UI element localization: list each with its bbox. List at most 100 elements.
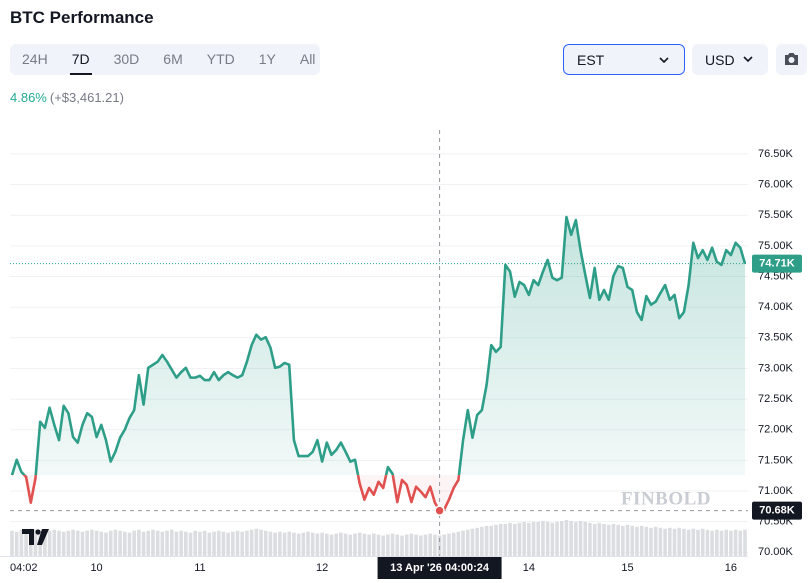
volume-bar — [404, 534, 409, 556]
volume-bar — [512, 523, 517, 556]
currency-dropdown[interactable]: USD — [692, 44, 768, 75]
tradingview-logo — [22, 529, 49, 545]
crosshair-label-box — [752, 501, 802, 520]
volume-bar — [310, 532, 315, 556]
volume-bar — [296, 533, 301, 556]
volume-bar — [635, 526, 639, 556]
volume-bar — [155, 530, 160, 556]
volume-bar — [700, 528, 705, 556]
volume-bar — [574, 521, 578, 556]
range-tab[interactable]: 1Y — [258, 51, 276, 67]
volume-bar — [592, 523, 597, 556]
x-tick-label: 12 — [316, 562, 328, 574]
y-tick-label: 70.00K — [758, 546, 794, 558]
volume-bar — [306, 531, 310, 556]
volume-bar — [428, 533, 432, 556]
y-tick-label: 76.00K — [758, 178, 794, 190]
chevron — [659, 57, 669, 64]
volume-bar — [691, 528, 696, 556]
volume-bar — [245, 530, 249, 556]
volume-bar — [160, 531, 165, 556]
volume-bar — [433, 534, 437, 556]
volume-bar — [409, 533, 414, 556]
range-tab[interactable]: YTD — [206, 51, 235, 67]
volume-bar — [550, 522, 555, 556]
timezone-value: EST — [577, 51, 605, 68]
volume-bar — [207, 532, 212, 556]
volume-bar — [85, 530, 89, 556]
volume-bar — [423, 534, 428, 556]
y-tick-label: 76.50K — [758, 148, 794, 160]
volume-bar — [625, 524, 630, 556]
volume-bar — [94, 530, 99, 556]
volume-bar — [658, 527, 663, 556]
volume-bar — [719, 530, 724, 556]
volume-bar — [376, 534, 381, 556]
y-tick-label: 75.50K — [758, 209, 794, 221]
range-tab[interactable]: 30D — [113, 51, 140, 67]
volume-bar — [357, 532, 362, 556]
volume-bar — [10, 530, 14, 556]
volume-bar — [696, 529, 700, 556]
range-tab[interactable]: 7D — [60, 44, 102, 75]
range-tab[interactable]: 24H — [22, 51, 48, 67]
volume-bar — [137, 529, 141, 556]
volume-bar — [480, 526, 484, 556]
volume-bar — [198, 531, 202, 556]
change-percent: 4.86% — [10, 90, 47, 105]
line-down — [12, 475, 461, 512]
volume-bar — [113, 529, 118, 556]
volume-bar — [522, 521, 526, 556]
volume-bar — [315, 533, 320, 556]
line-up — [10, 215, 747, 476]
volume-bar — [442, 534, 447, 556]
volume-bar — [710, 530, 714, 556]
crosshair-time-box — [377, 557, 502, 579]
volume-bar — [508, 522, 512, 556]
volume-bar — [395, 534, 400, 556]
y-tick-label: 71.00K — [758, 485, 794, 497]
snapshot-button[interactable] — [776, 44, 807, 75]
volume-bar — [386, 534, 390, 556]
volume-bar — [729, 530, 733, 556]
volume-bar — [47, 530, 52, 556]
volume-bar — [733, 529, 738, 556]
volume-bar — [325, 533, 329, 556]
volume-bar — [630, 525, 635, 556]
range-tab[interactable]: 6M — [163, 51, 183, 67]
volume-bar — [653, 526, 658, 556]
volume-bar — [527, 522, 531, 556]
volume-bar — [165, 530, 169, 556]
volume-bar — [132, 530, 136, 556]
volume-bar — [127, 532, 132, 556]
x-tick-label: 14 — [523, 562, 535, 574]
volume-bar — [292, 532, 296, 556]
volume-bar — [329, 534, 334, 556]
volume-bar — [484, 525, 489, 556]
volume-bar — [301, 532, 306, 556]
range-tab[interactable]: All — [299, 51, 316, 67]
volume-bar — [282, 532, 287, 556]
volume-bar — [738, 530, 743, 556]
x-tick-label: 16 — [725, 562, 737, 574]
volume-bar — [682, 528, 686, 556]
volume-bar — [122, 531, 127, 556]
volume-bar — [743, 529, 747, 556]
volume-bar — [668, 527, 672, 556]
volume-bar — [33, 529, 38, 556]
volume-bar — [202, 530, 207, 556]
volume-bar — [320, 532, 324, 556]
volume-bar — [19, 529, 24, 556]
volume-bar — [14, 531, 19, 556]
volume-bar — [470, 528, 475, 556]
x-tick-label: 04:02 — [10, 562, 38, 574]
volume-bar — [57, 530, 61, 556]
volume-bar — [606, 524, 611, 556]
volume-bar — [545, 521, 550, 556]
camera-icon — [785, 53, 798, 65]
volume-bar — [559, 520, 564, 556]
change-amount: (+$3,461.21) — [49, 90, 124, 105]
volume-bar — [99, 531, 104, 556]
volume-bar — [254, 528, 259, 556]
timezone-dropdown[interactable]: EST — [563, 44, 685, 75]
